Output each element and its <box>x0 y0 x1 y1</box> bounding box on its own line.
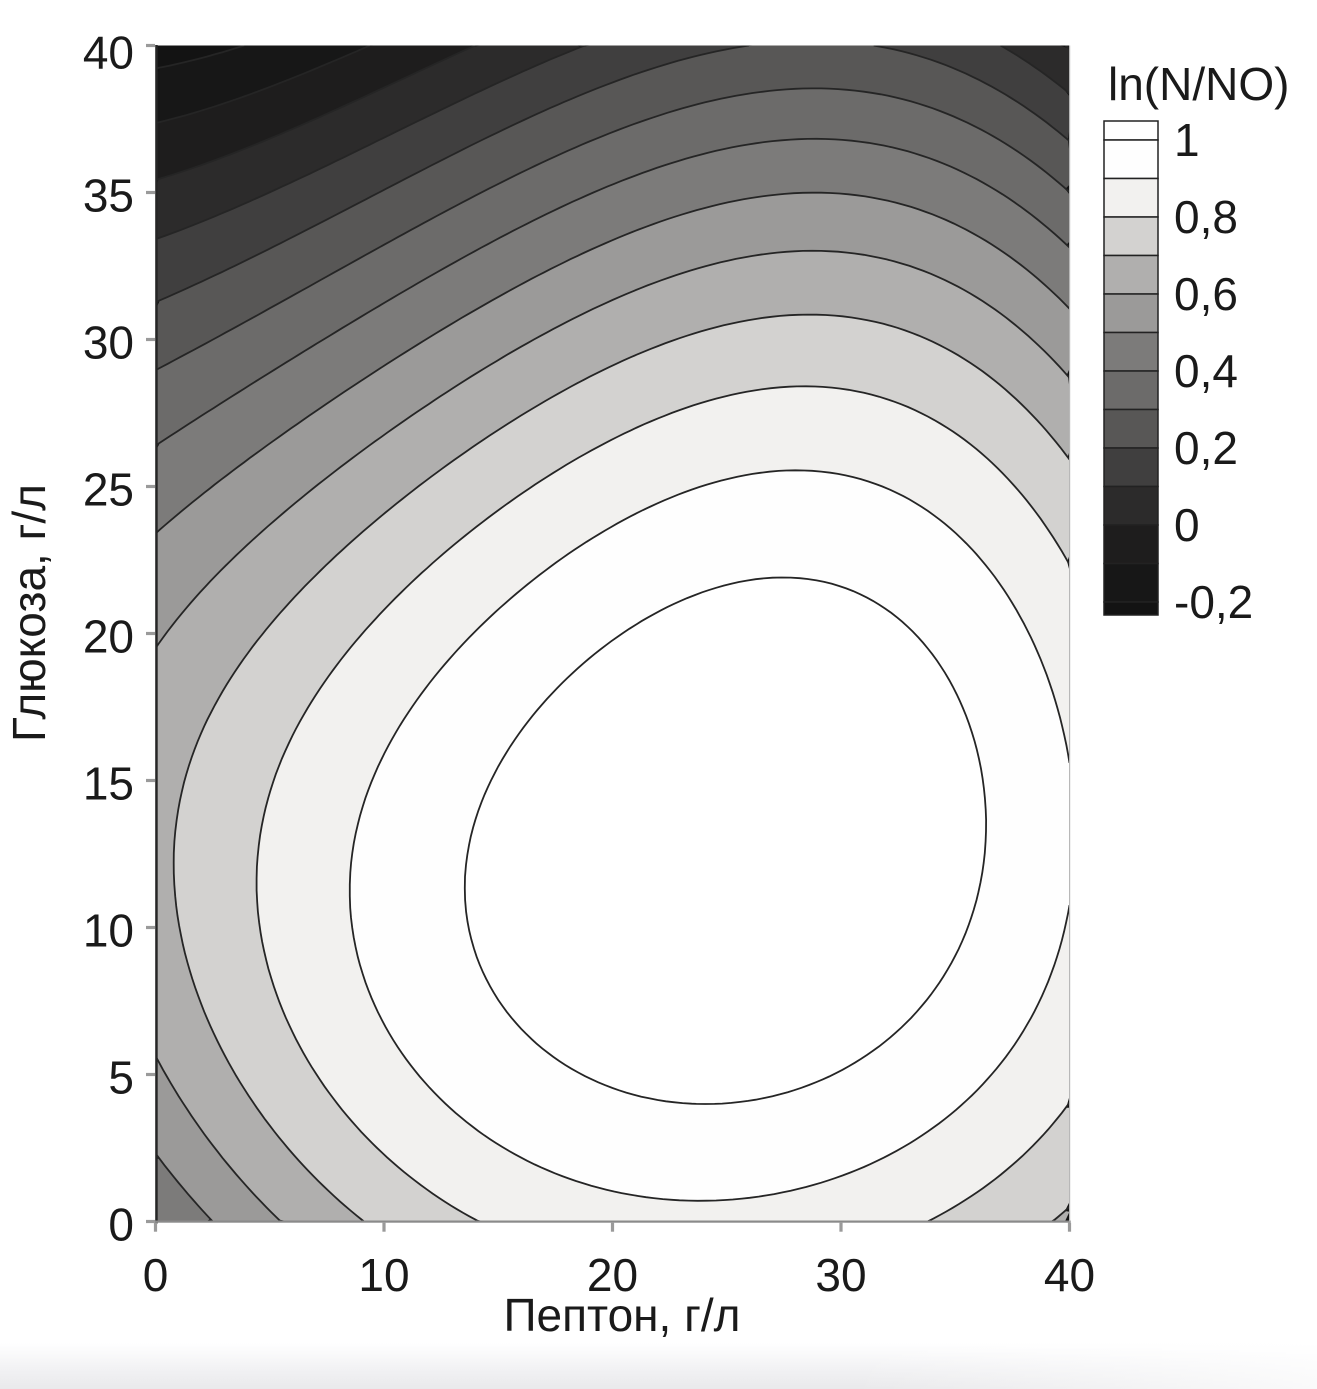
svg-text:-0,2: -0,2 <box>1174 576 1253 628</box>
svg-text:40: 40 <box>83 27 134 79</box>
svg-text:0,4: 0,4 <box>1174 345 1238 397</box>
svg-text:0: 0 <box>108 1199 134 1251</box>
svg-text:Пептон, г/л: Пептон, г/л <box>503 1289 740 1341</box>
svg-text:20: 20 <box>587 1249 638 1301</box>
svg-text:40: 40 <box>1044 1249 1095 1301</box>
svg-text:0,2: 0,2 <box>1174 422 1238 474</box>
svg-text:0,6: 0,6 <box>1174 268 1238 320</box>
svg-text:ln(N/NO): ln(N/NO) <box>1108 58 1289 110</box>
svg-text:0: 0 <box>143 1249 169 1301</box>
svg-text:30: 30 <box>815 1249 866 1301</box>
svg-text:Глюкоза, г/л: Глюкоза, г/л <box>3 484 55 742</box>
svg-text:1: 1 <box>1174 114 1200 166</box>
svg-text:5: 5 <box>108 1052 134 1104</box>
svg-text:10: 10 <box>83 905 134 957</box>
svg-text:35: 35 <box>83 170 134 222</box>
svg-text:10: 10 <box>358 1249 409 1301</box>
svg-text:15: 15 <box>83 758 134 810</box>
svg-text:0: 0 <box>1174 499 1200 551</box>
svg-text:30: 30 <box>83 317 134 369</box>
svg-text:0,8: 0,8 <box>1174 191 1238 243</box>
svg-text:20: 20 <box>83 611 134 663</box>
svg-text:25: 25 <box>83 464 134 516</box>
